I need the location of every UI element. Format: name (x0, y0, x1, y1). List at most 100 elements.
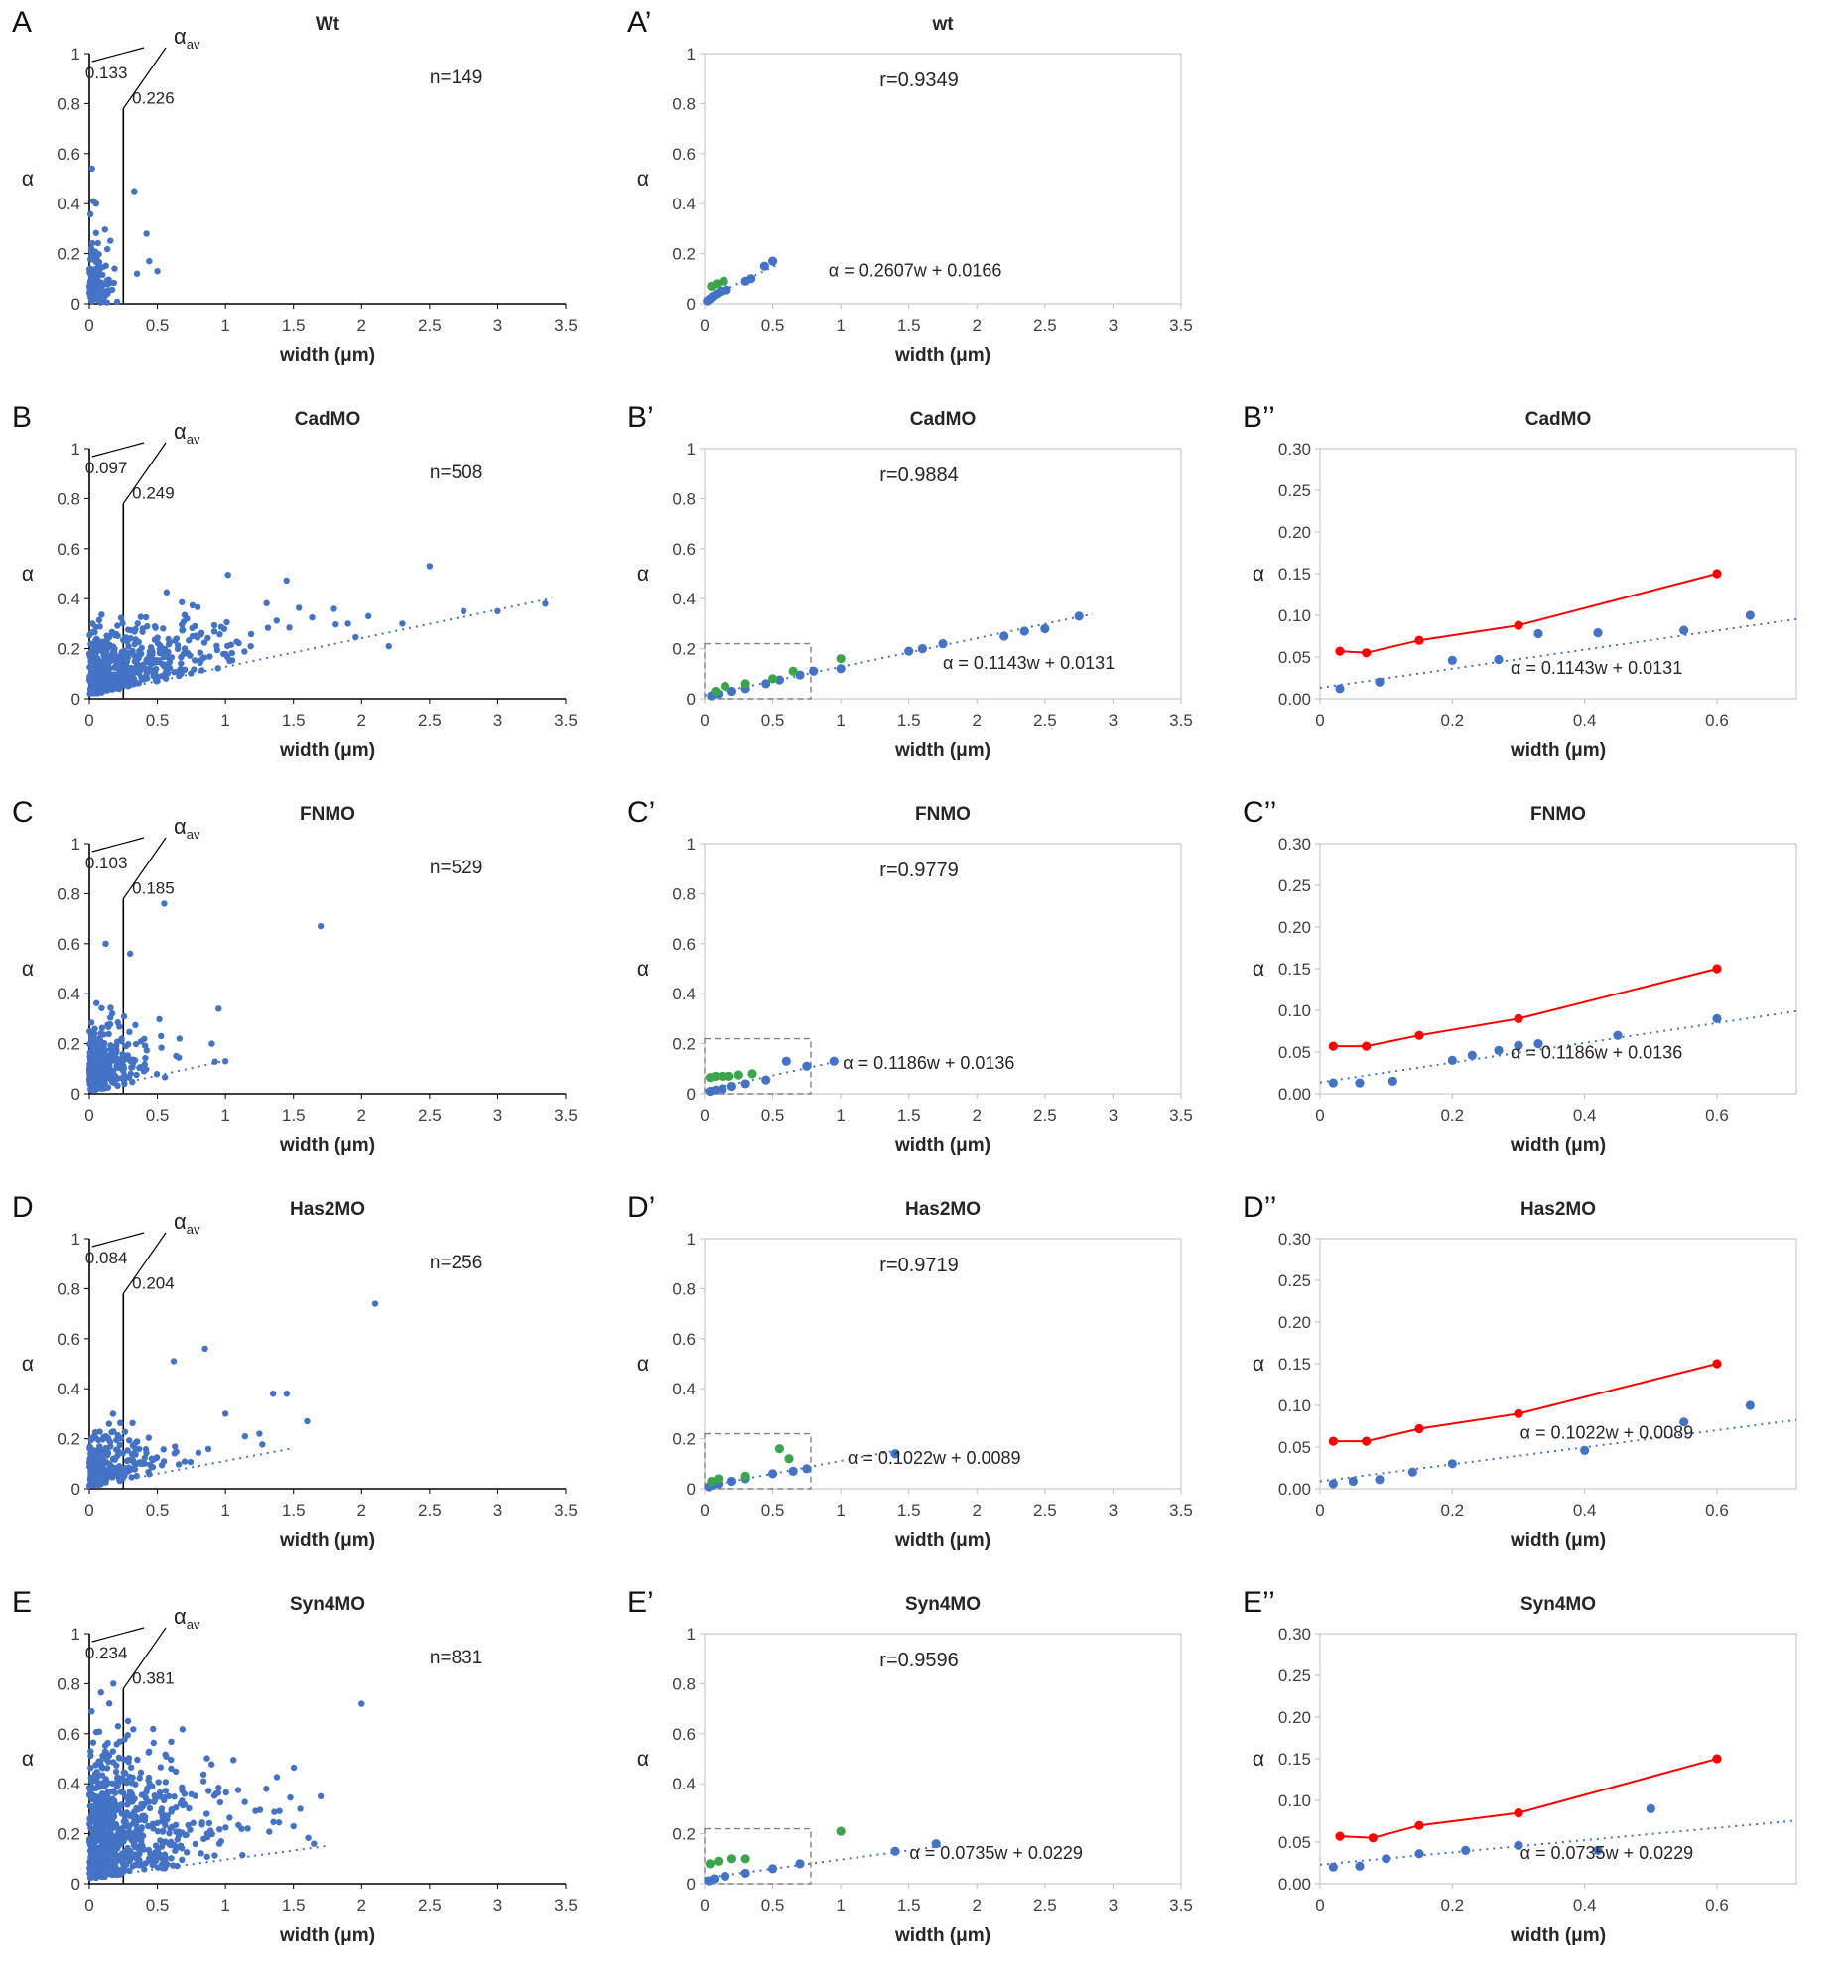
y-tick-label: 0.20 (1278, 1313, 1311, 1332)
alpha-av-leader-line (91, 1627, 145, 1643)
data-point-blue (761, 1075, 771, 1085)
data-point-blue (767, 1864, 778, 1874)
data-point-blue (91, 656, 98, 664)
data-point-blue (1348, 1476, 1358, 1487)
data-point-blue (179, 621, 186, 628)
x-tick-label: 1 (220, 711, 229, 729)
y-tick-label: 0.2 (672, 1825, 696, 1844)
data-point-blue (140, 1814, 148, 1822)
data-point-blue (1328, 1078, 1338, 1088)
data-point-blue (143, 656, 150, 663)
plot-B: 0 0.5 1 1.5 2 2.5 3 3.5 0 0.2 0.4 0.6 0.8 1 CadMO width… (22, 409, 578, 761)
x-axis-label: width (μm) (1510, 1135, 1606, 1156)
data-point-blue (119, 1810, 126, 1817)
data-point-blue (1646, 1803, 1655, 1813)
data-point-blue (134, 1756, 141, 1764)
trend-line (116, 1844, 329, 1876)
data-point-blue (226, 1814, 233, 1821)
data-point-blue (722, 285, 731, 295)
alpha-av-leader-line (122, 442, 167, 504)
data-point-blue (119, 1051, 126, 1058)
x-tick-label: 0.2 (1441, 1501, 1465, 1520)
panel-C-prime: C’ 0 0.5 1 1.5 2 2.5 3 3.5 0 0.2 0.4 0.6 0.8 1 FNMO wid… (615, 794, 1231, 1189)
panel-title: Wt (316, 14, 340, 35)
x-tick-label: 3 (1109, 1106, 1118, 1125)
panel-label-E-prime: E’ (627, 1586, 654, 1619)
data-point-blue (108, 628, 116, 636)
x-tick-label: 0.5 (761, 711, 785, 729)
data-point-blue (111, 664, 119, 671)
data-point-blue (116, 1058, 124, 1066)
x-tick-label: 0 (700, 1106, 709, 1125)
data-point-blue (140, 676, 147, 683)
data-point-blue (104, 1868, 111, 1875)
red-series-point (1514, 1013, 1523, 1023)
y-tick-label: 0.4 (672, 590, 696, 608)
data-point-blue (91, 1025, 98, 1032)
data-point-blue (103, 245, 111, 253)
data-point-blue (241, 1798, 248, 1805)
x-tick-label: 1 (220, 316, 229, 334)
plot-border (704, 448, 1182, 700)
data-point-blue (283, 1391, 291, 1397)
data-point-blue (152, 1857, 160, 1865)
data-point-blue (165, 648, 172, 656)
trend-line (704, 1448, 903, 1488)
data-point-blue (222, 1789, 229, 1796)
alpha-av-leader-line (122, 1627, 167, 1689)
x-tick-label: 0 (700, 316, 709, 334)
data-point-blue (174, 642, 182, 649)
y-tick-label: 0.25 (1278, 481, 1311, 500)
data-point-blue (101, 1047, 109, 1054)
alpha-av-label: αav (174, 1604, 200, 1632)
data-point-blue (87, 1774, 95, 1782)
data-point-blue (1580, 1445, 1590, 1455)
x-tick-label: 2 (973, 1896, 982, 1915)
data-point-blue (178, 653, 185, 661)
y-tick-label: 0.6 (672, 1330, 696, 1349)
data-point-blue (87, 1436, 94, 1444)
x-tick-label: 1.5 (897, 711, 921, 729)
y-tick-label: 0.30 (1278, 440, 1311, 459)
y-tick-label: 0.2 (57, 1430, 80, 1449)
y-tick-label: 0.4 (672, 195, 696, 213)
data-point-blue (211, 1852, 218, 1859)
data-point-blue (150, 1739, 158, 1747)
x-tick-label: 1 (836, 316, 845, 334)
data-point-blue (210, 628, 218, 635)
data-point-blue (193, 632, 199, 639)
alpha-av-left-value: 0.133 (85, 64, 128, 82)
data-point-blue (110, 1072, 117, 1080)
y-axis-label: α (1253, 563, 1264, 586)
data-point-blue (150, 672, 157, 680)
data-point-blue (938, 638, 948, 649)
y-tick-label: 0.20 (1278, 1708, 1311, 1727)
data-point-blue (311, 1840, 318, 1847)
data-point-blue (94, 689, 102, 696)
x-tick-label: 3 (1109, 711, 1118, 729)
y-tick-label: 0.05 (1278, 1833, 1311, 1852)
panel-label-D-prime: D’ (627, 1191, 656, 1224)
x-tick-label: 0.4 (1573, 1896, 1597, 1915)
data-point-blue (120, 1012, 128, 1020)
data-point-blue (135, 653, 143, 660)
y-tick-label: 0.4 (57, 985, 80, 1003)
data-point-blue (172, 1821, 180, 1828)
data-point-blue (726, 1081, 737, 1092)
red-series-point (1414, 1423, 1424, 1434)
alpha-av-label: αav (174, 1209, 200, 1237)
data-point-blue (718, 1084, 727, 1094)
data-point-blue (115, 680, 123, 688)
data-point-blue (116, 1419, 124, 1426)
data-point-green (784, 1454, 794, 1464)
data-point-blue (160, 1458, 168, 1465)
plot-border (704, 1238, 1182, 1490)
data-point-blue (117, 1472, 124, 1480)
y-tick-label: 0.10 (1278, 606, 1311, 625)
data-point-blue (726, 1476, 737, 1487)
panel-label-C-prime: C’ (627, 796, 656, 829)
data-point-blue (106, 1020, 114, 1028)
data-point-blue (220, 650, 227, 658)
data-point-blue (215, 1005, 222, 1012)
data-point-blue (111, 1464, 118, 1472)
